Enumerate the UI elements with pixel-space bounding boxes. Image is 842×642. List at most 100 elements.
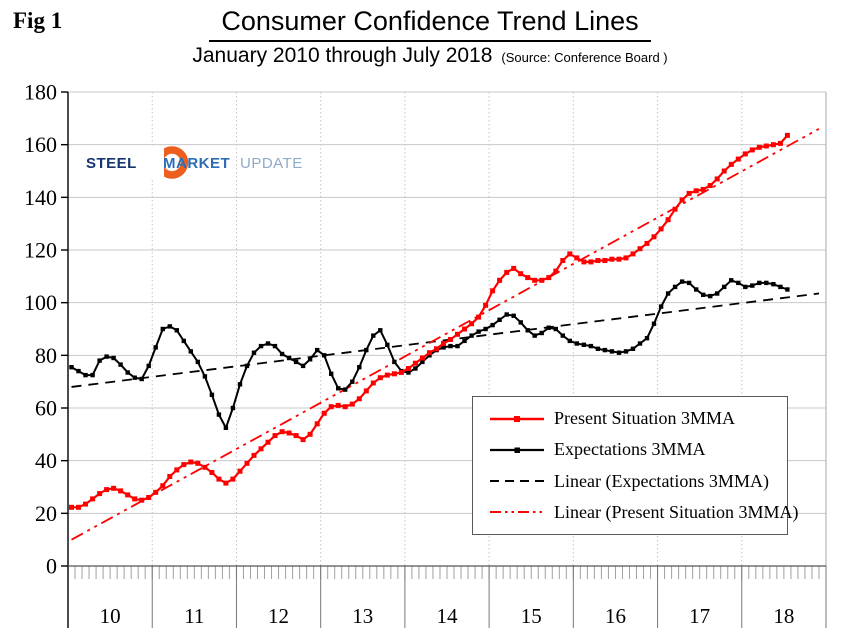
y-tick-label: 0 — [46, 554, 57, 579]
present-situation-marker — [630, 251, 636, 257]
expectations-marker — [300, 363, 306, 369]
y-tick-label: 20 — [35, 501, 57, 526]
expectations-marker — [237, 382, 243, 387]
present-situation-marker — [251, 452, 257, 458]
present-situation-marker — [139, 497, 145, 503]
legend-sample-linear-present — [490, 511, 544, 514]
expectations-marker — [251, 350, 257, 355]
expectations-marker — [265, 341, 271, 346]
expectations-marker — [623, 349, 629, 354]
y-tick-label: 180 — [24, 80, 57, 105]
expectations-marker — [272, 343, 278, 349]
present-situation-marker — [223, 480, 229, 486]
expectations-marker — [560, 333, 565, 338]
y-tick-label: 120 — [24, 238, 57, 263]
present-situation-marker — [553, 268, 559, 274]
present-situation-marker — [272, 433, 278, 439]
present-situation-marker — [188, 459, 194, 465]
expectations-marker — [469, 333, 474, 338]
x-tick-label: 10 — [100, 604, 121, 628]
present-situation-marker — [672, 206, 678, 212]
expectations-marker — [743, 284, 748, 290]
present-situation-marker — [279, 429, 285, 435]
expectations-marker — [736, 280, 741, 286]
expectations-marker — [385, 342, 390, 347]
chart-title: Consumer Confidence Trend Lines — [209, 6, 651, 42]
expectations-marker — [588, 343, 594, 349]
logo-text-update: UPDATE — [240, 155, 303, 172]
expectations-marker — [132, 375, 137, 380]
x-tick-label: 17 — [689, 604, 710, 628]
figure-label: Fig 1 — [13, 8, 63, 33]
expectations-marker — [167, 324, 172, 329]
expectations-marker — [686, 280, 692, 286]
y-tick-label: 80 — [35, 343, 57, 368]
expectations-marker — [504, 312, 509, 317]
expectations-marker — [216, 412, 222, 417]
expectations-marker — [476, 329, 481, 334]
expectations-marker — [371, 333, 376, 338]
expectations-marker — [602, 347, 608, 353]
present-situation-marker — [370, 380, 376, 386]
expectations-marker — [539, 330, 544, 336]
expectations-marker — [722, 284, 727, 290]
chart-title-wrap: Consumer Confidence Trend Lines — [0, 6, 842, 42]
expectations-marker — [350, 379, 355, 384]
present-situation-marker — [784, 132, 790, 138]
present-situation-marker — [125, 492, 131, 498]
present-situation-marker — [462, 326, 467, 332]
present-situation-marker — [76, 504, 81, 510]
y-tick-label: 40 — [35, 448, 57, 473]
present-situation-marker — [448, 337, 453, 342]
legend-label: Present Situation 3MMA — [554, 408, 736, 429]
legend-item-present-situation: Present Situation 3MMA — [489, 408, 787, 429]
present-situation-marker — [588, 259, 594, 265]
present-situation-marker — [595, 258, 601, 263]
expectations-marker — [644, 336, 650, 341]
present-situation-marker — [560, 258, 566, 263]
expectations-marker — [651, 321, 657, 326]
present-situation-marker — [335, 402, 341, 408]
present-situation-marker — [349, 401, 355, 407]
expectations-marker — [188, 349, 193, 354]
expectations-marker — [518, 320, 523, 325]
present-situation-marker — [777, 140, 783, 146]
present-situation-marker — [202, 464, 208, 470]
present-situation-marker — [539, 277, 545, 283]
expectations-marker — [483, 326, 488, 332]
expectations-marker — [230, 405, 236, 411]
expectations-marker — [553, 326, 558, 332]
present-situation-marker — [623, 255, 629, 261]
present-situation-marker — [476, 314, 482, 320]
expectations-marker — [694, 287, 699, 292]
present-situation-marker — [658, 226, 664, 232]
expectations-marker — [609, 349, 615, 354]
expectations-marker — [364, 347, 369, 353]
present-situation-marker — [567, 251, 573, 257]
expectations-marker — [209, 392, 215, 397]
expectations-marker — [630, 346, 636, 351]
present-situation-marker — [342, 404, 348, 410]
x-tick-label: 16 — [605, 604, 626, 628]
present-situation-marker — [363, 388, 369, 394]
present-situation-marker — [167, 474, 173, 479]
expectations-marker — [357, 365, 362, 370]
logo-text-steel: STEEL — [86, 155, 137, 172]
present-situation-marker — [230, 476, 236, 482]
expectations-marker — [413, 366, 418, 371]
present-situation-marker — [132, 496, 138, 502]
square-marker-icon — [514, 447, 520, 453]
chart-subtitle: January 2010 through July 2018 — [192, 44, 493, 67]
present-situation-marker — [328, 404, 334, 410]
expectations-marker — [293, 359, 299, 365]
expectations-marker — [69, 365, 74, 370]
expectations-marker — [104, 354, 109, 359]
expectations-marker — [665, 291, 671, 296]
present-situation-marker — [427, 350, 432, 356]
logo-crescent-gap — [151, 146, 164, 179]
present-situation-marker — [511, 265, 517, 271]
present-situation-marker — [441, 341, 446, 346]
present-situation-marker — [525, 275, 531, 281]
legend-sample-expectations-line — [490, 447, 544, 453]
present-situation-marker — [714, 176, 720, 182]
